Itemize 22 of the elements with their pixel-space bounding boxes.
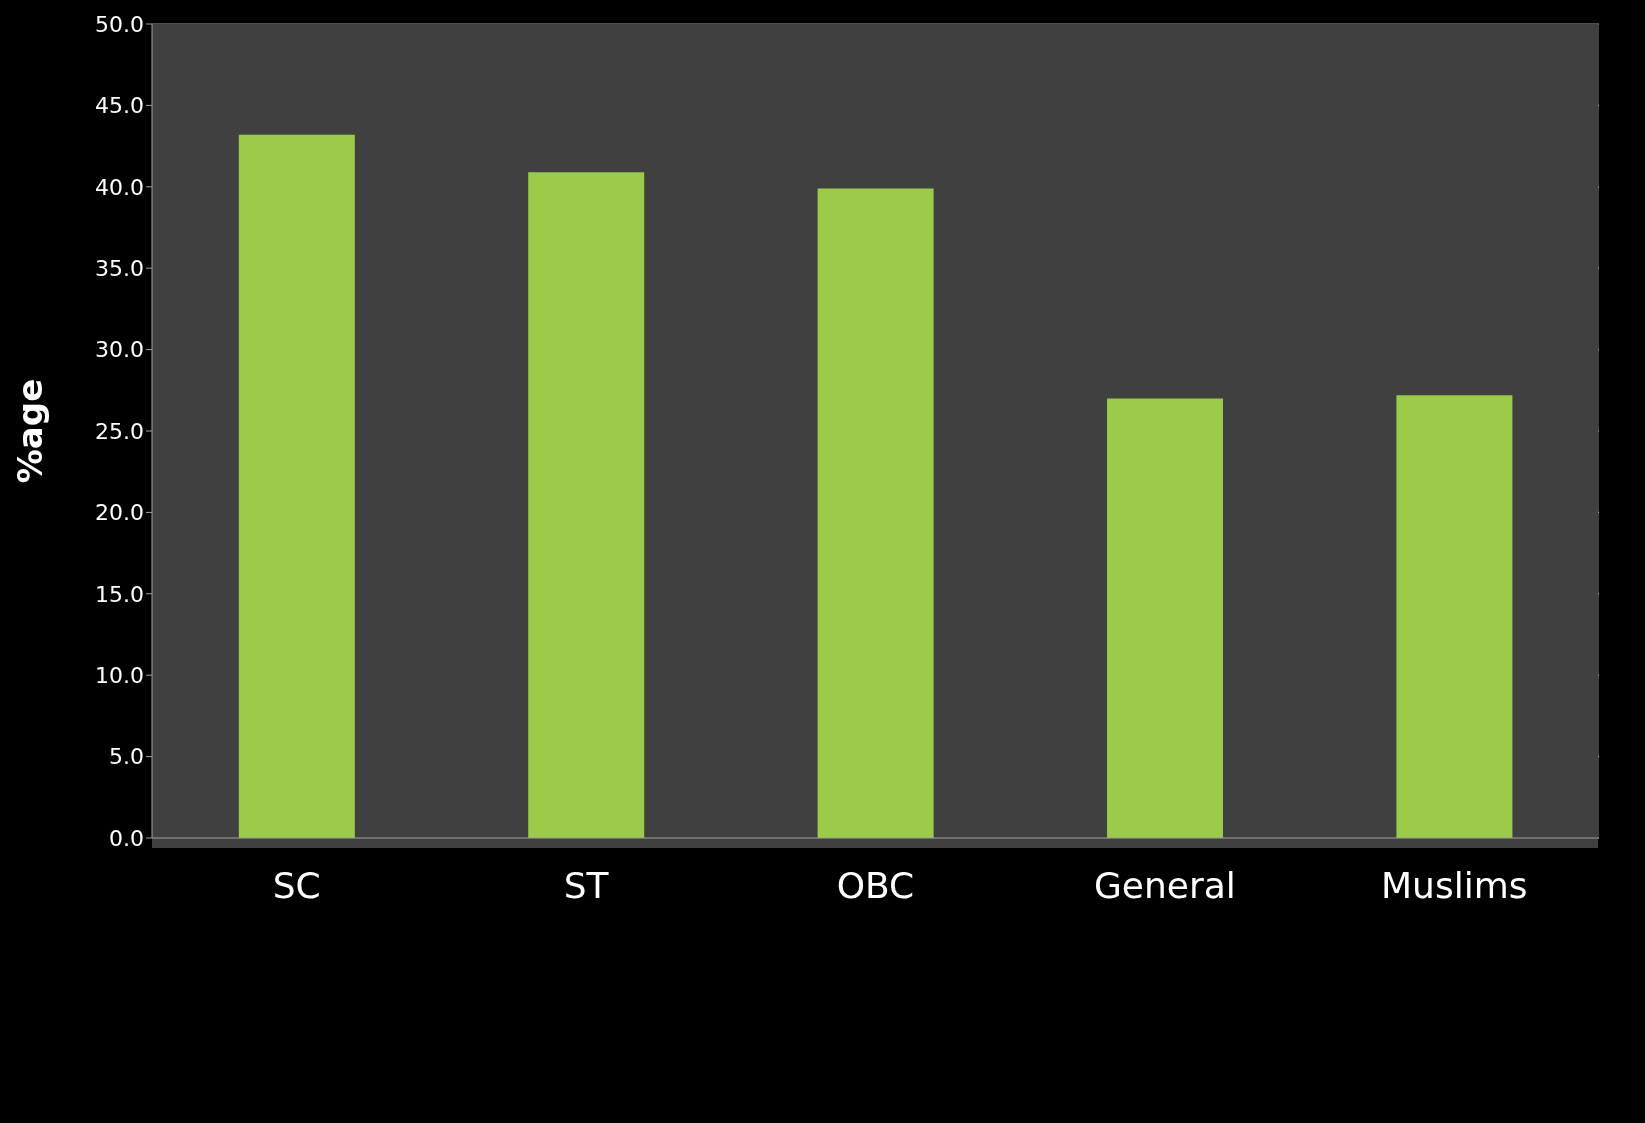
y-tick-label: 50.0 bbox=[95, 11, 144, 37]
y-tick-label: 35.0 bbox=[95, 256, 144, 282]
bar bbox=[1107, 398, 1224, 838]
y-tick-label: 0.0 bbox=[109, 825, 144, 851]
y-tick-label: 40.0 bbox=[95, 174, 144, 200]
y-tick-label: 5.0 bbox=[109, 744, 144, 770]
y-tick-label: 30.0 bbox=[95, 337, 144, 363]
y-axis-title: %age bbox=[10, 378, 51, 484]
y-tick-label: 20.0 bbox=[95, 500, 144, 526]
y-tick-label: 10.0 bbox=[95, 663, 144, 689]
x-tick-label: General bbox=[1093, 864, 1236, 906]
bar bbox=[238, 134, 355, 838]
x-tick-label: ST bbox=[563, 864, 610, 906]
bar bbox=[528, 172, 645, 838]
y-tick-label: 25.0 bbox=[95, 418, 144, 444]
bar bbox=[1396, 395, 1513, 838]
x-tick-label: SC bbox=[272, 864, 321, 906]
x-tick-label: OBC bbox=[836, 864, 915, 906]
x-tick-label: Muslims bbox=[1381, 864, 1528, 906]
y-tick-label: 15.0 bbox=[95, 581, 144, 607]
bar bbox=[817, 188, 934, 838]
y-tick-label: 45.0 bbox=[95, 93, 144, 119]
